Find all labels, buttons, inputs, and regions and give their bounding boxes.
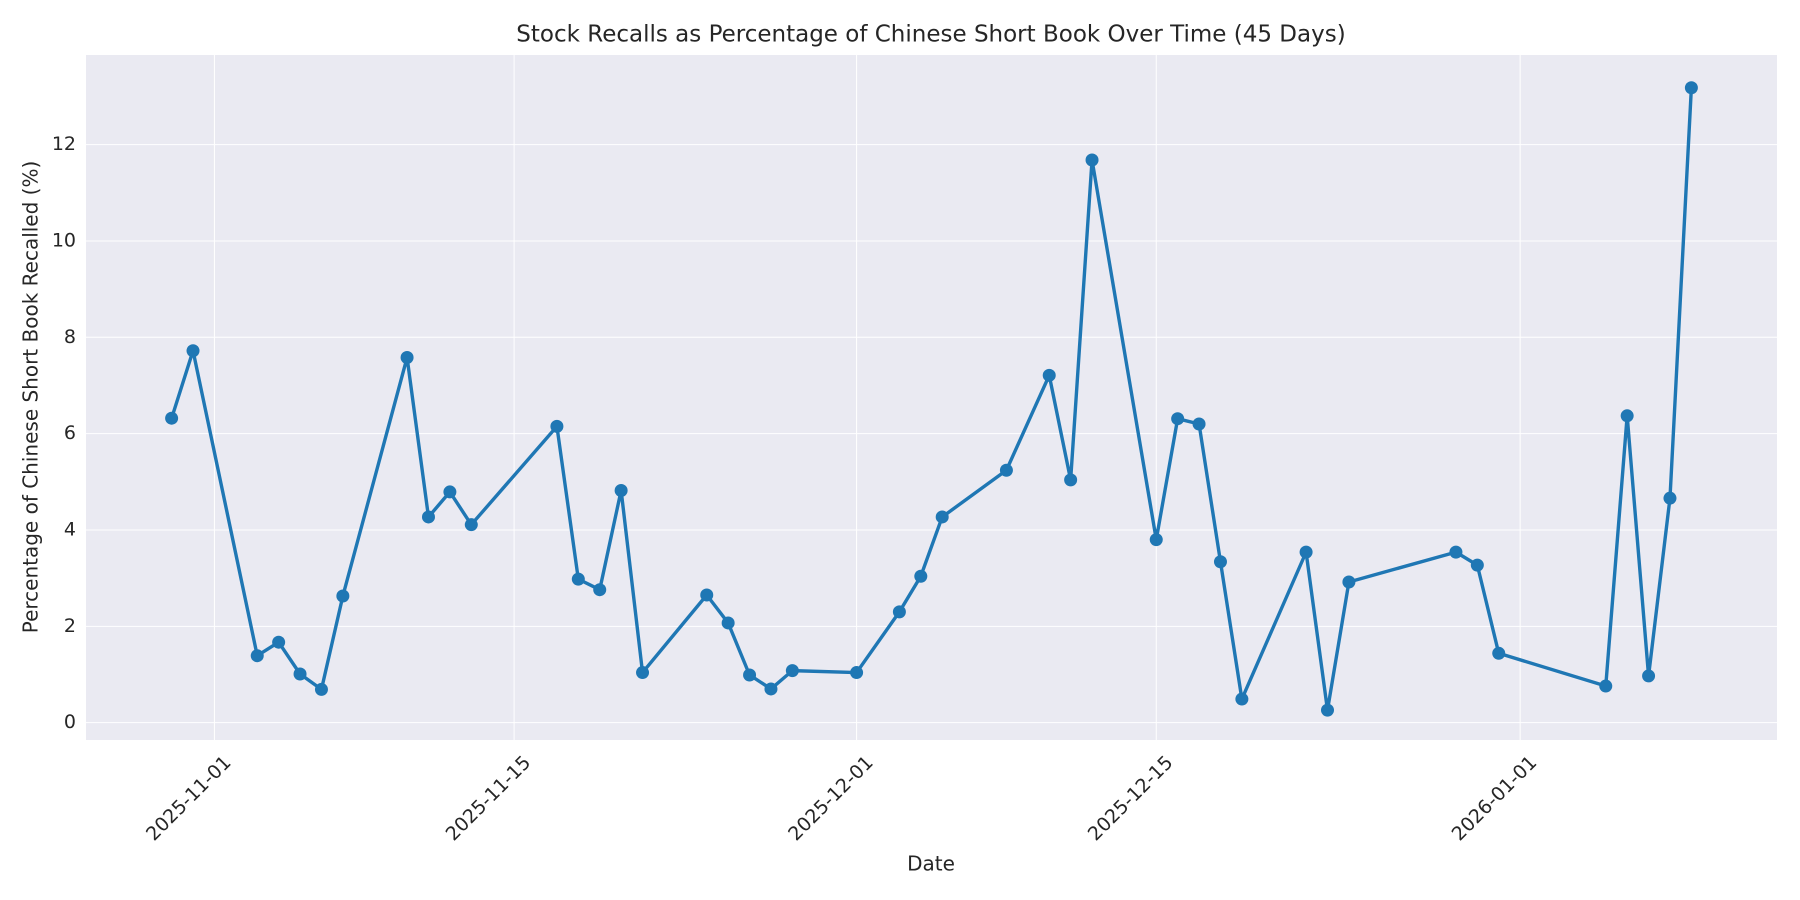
data-point (1320, 703, 1334, 717)
x-tick-label: 2025-12-15 (1084, 752, 1178, 846)
data-point (636, 666, 650, 680)
data-point (1213, 555, 1227, 569)
data-point (400, 351, 414, 365)
data-point (250, 649, 264, 663)
y-tick-label: 6 (64, 422, 76, 444)
data-point (850, 666, 864, 680)
data-point (550, 419, 564, 433)
data-point (571, 572, 585, 586)
chart-title: Stock Recalls as Percentage of Chinese S… (516, 22, 1345, 48)
y-axis-label: Percentage of Chinese Short Book Recalle… (19, 161, 43, 634)
data-point (764, 682, 778, 696)
data-point (1149, 533, 1163, 547)
x-axis-label: Date (907, 852, 955, 876)
data-point (700, 588, 714, 602)
data-point (1684, 81, 1698, 95)
data-point (614, 483, 628, 497)
data-point (1663, 491, 1677, 505)
data-point (1642, 669, 1656, 683)
data-point (1064, 473, 1078, 487)
y-tick-label: 8 (64, 326, 76, 348)
data-point (593, 583, 607, 597)
data-point (186, 344, 200, 358)
data-point (1235, 692, 1249, 706)
data-point (1192, 417, 1206, 431)
data-point (1085, 153, 1099, 167)
data-point (421, 510, 435, 524)
data-point (1299, 545, 1313, 559)
data-point (1599, 679, 1613, 693)
data-point (1449, 545, 1463, 559)
data-point (914, 569, 928, 583)
data-point (165, 411, 179, 425)
data-point (785, 664, 799, 678)
y-tick-label: 2 (64, 615, 76, 637)
data-point (1492, 646, 1506, 660)
data-point (721, 616, 735, 630)
x-tick-label: 2026-01-01 (1448, 752, 1542, 846)
data-point (892, 605, 906, 619)
data-point (1342, 575, 1356, 589)
x-tick-label: 2025-12-01 (784, 752, 878, 846)
x-tick-label: 2025-11-15 (442, 752, 536, 846)
data-point (314, 682, 328, 696)
data-point (1171, 412, 1185, 426)
y-tick-label: 12 (52, 133, 76, 155)
data-point (272, 635, 286, 649)
data-point (743, 668, 757, 682)
data-point (443, 485, 457, 499)
y-tick-label: 4 (64, 518, 76, 540)
data-point (1470, 558, 1484, 572)
y-tick-label: 10 (52, 229, 76, 251)
data-point (336, 589, 350, 603)
y-tick-label: 0 (64, 711, 76, 733)
plot-area (86, 55, 1777, 740)
data-point (1042, 368, 1056, 382)
data-point (464, 518, 478, 532)
x-tick-label: 2025-11-01 (142, 752, 236, 846)
data-point (293, 667, 307, 681)
data-point (935, 510, 949, 524)
data-point (999, 463, 1013, 477)
data-point (1620, 409, 1634, 423)
